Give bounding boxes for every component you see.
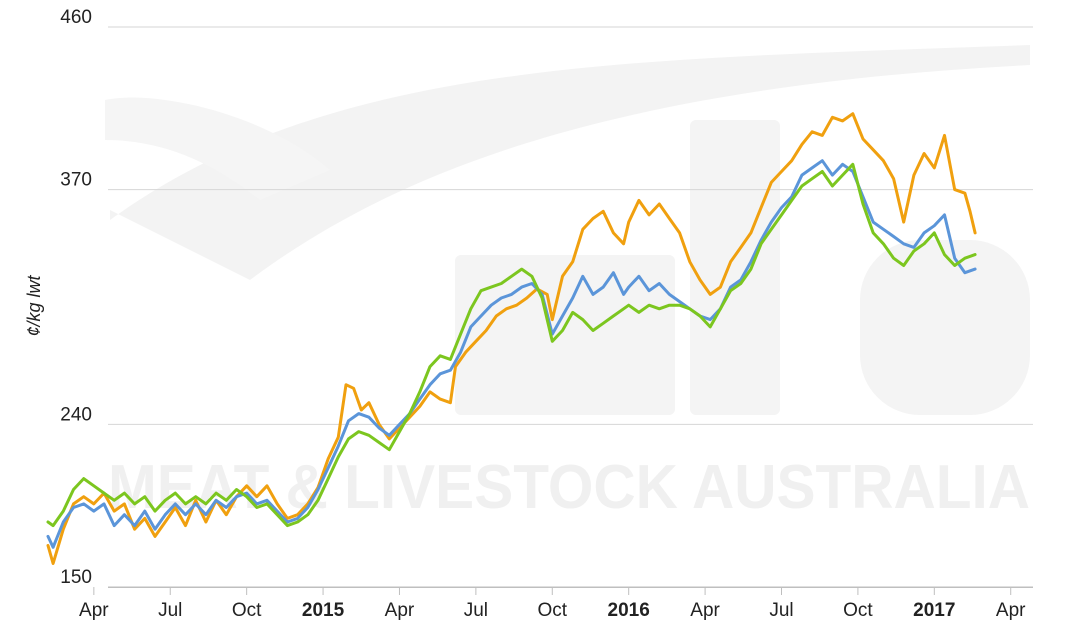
x-tick-label: 2015 (302, 600, 345, 621)
x-tick-label: Oct (538, 600, 568, 621)
y-axis-ticks: 150 240 370 460 (60, 7, 92, 588)
series-line-2 (46, 159, 977, 549)
y-tick-label: 370 (60, 170, 92, 191)
x-tick-label: Jul (769, 600, 793, 621)
x-tick-label: Apr (385, 600, 415, 621)
x-axis: Apr Jul Oct 2015 Apr Jul Oct 2016 Apr Jul Oct 2017 A… (79, 587, 1033, 621)
watermark-swoosh-shape (110, 45, 1030, 280)
series-line-3 (46, 162, 977, 528)
y-tick-label: 150 (60, 567, 92, 588)
watermark-text: MEAT & LIVESTOCK AUSTRALIA (108, 453, 1030, 522)
x-tick-label: Oct (232, 600, 262, 621)
watermark-arc-shape (105, 97, 330, 200)
y-tick-label: 460 (60, 7, 92, 28)
watermark-letter-a (860, 240, 1030, 415)
x-tick-label: Jul (158, 600, 182, 621)
x-tick-label: Oct (843, 600, 873, 621)
x-tick-label: Apr (79, 600, 109, 621)
y-axis-label: ¢/kg lwt (24, 274, 44, 336)
x-tick-label: 2017 (913, 600, 955, 621)
x-tick-label: 2016 (608, 600, 650, 621)
x-tick-label: Apr (996, 600, 1026, 621)
y-tick-label: 240 (60, 404, 92, 425)
watermark-letter-l (690, 120, 780, 415)
series-line-1 (46, 112, 977, 565)
x-tick-label: Jul (464, 600, 488, 621)
mla-watermark: MEAT & LIVESTOCK AUSTRALIA (105, 45, 1030, 522)
x-tick-label: Apr (690, 600, 720, 621)
series-lines (46, 112, 977, 565)
